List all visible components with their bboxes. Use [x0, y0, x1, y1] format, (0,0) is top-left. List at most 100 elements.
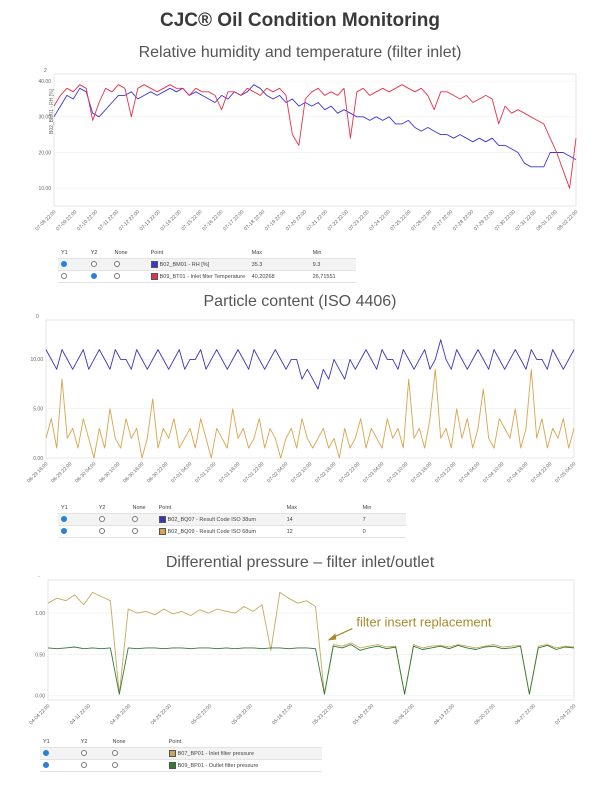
x-tick-label: 06-29 16:00 [26, 461, 49, 484]
x-tick-label: 07-27 22:00 [431, 209, 454, 232]
y2-radio[interactable] [90, 261, 97, 268]
series-swatch [168, 762, 176, 769]
series-name: B02_BM01 - RH [%] [159, 261, 210, 268]
none-radio[interactable] [132, 516, 139, 523]
legend-header-y1: Y1 [40, 736, 53, 748]
x-tick-label: 07-14 22:00 [160, 209, 183, 232]
x-tick-label: 07-02 10:00 [290, 461, 313, 484]
x-tick-label: 07-17 22:00 [222, 209, 245, 232]
x-tick-label: 07-20 22:00 [285, 209, 308, 232]
x-tick-label: 07-29 22:00 [473, 209, 496, 232]
series-max: 12 [283, 525, 360, 538]
x-tick-label: 07-02 04:00 [266, 461, 289, 484]
x-tick-label: 07-05 04:00 [554, 461, 577, 484]
x-tick-label: 06-29 22:00 [50, 461, 73, 484]
legend-header-y2: Y2 [70, 502, 109, 514]
series-line-0 [53, 84, 577, 168]
y2-radio[interactable] [98, 516, 105, 523]
legend-row: B02_BM01 - RH [%] 35.3 9.3 [58, 258, 356, 271]
y-axis-top-tick: 2 [44, 68, 47, 74]
none-radio[interactable] [112, 762, 119, 769]
legend-row: B07_BP01 - Inlet filter pressure [40, 747, 322, 760]
x-tick-label: 07-04 16:00 [506, 461, 529, 484]
y1-radio[interactable] [61, 516, 67, 523]
y-tick-label: 40.00 [38, 79, 51, 85]
series-min: 26,71551 [309, 270, 356, 283]
legend-row: B02_BQ09 - Result Code ISO 68um 12 0 [58, 525, 406, 538]
none-radio[interactable] [114, 261, 121, 268]
y1-radio[interactable] [61, 528, 67, 535]
x-tick-label: 07-04 22:00 [554, 703, 577, 726]
plot-area [45, 319, 575, 459]
y-axis-top-tick: 0 [36, 314, 39, 320]
legend-row: B09_BT01 - Inlet filter Temperature 40,2… [58, 270, 356, 283]
legend-table-pressure: Y1 Y2 None Point B07_BP01 - Inlet filter… [40, 736, 322, 772]
y-tick-label: 0.50 [35, 652, 45, 658]
x-tick-label: 07-19 22:00 [264, 209, 287, 232]
x-tick-label: 07-09 22:00 [55, 209, 78, 232]
x-tick-label: 06-06 22:00 [392, 703, 415, 726]
x-tick-label: 07-23 22:00 [347, 209, 370, 232]
x-tick-label: 04-18 22:00 [109, 703, 132, 726]
y2-radio[interactable] [98, 528, 105, 535]
x-tick-label: 07-03 16:00 [410, 461, 433, 484]
x-tick-label: 06-30 22:00 [146, 461, 169, 484]
series-max: 14 [283, 513, 360, 526]
x-tick-label: 06-20 22:00 [473, 703, 496, 726]
legend-table-particle: Y1 Y2 None Point Max Min B02_BQ07 - Resu… [58, 502, 406, 538]
plot-area [53, 73, 577, 207]
x-tick-label: 07-04 22:00 [530, 461, 553, 484]
series-line-0 [47, 591, 575, 695]
x-tick-label: 08-01 22:00 [535, 209, 558, 232]
x-tick-label: 07-11 22:00 [97, 209, 120, 232]
series-name: B02_BQ09 - Result Code ISO 68um [167, 528, 256, 535]
y2-radio[interactable] [90, 273, 97, 280]
chart-differential-pressure: - 0.00 0.50 1.00 04-04 22:00 04-11 22:00 04-18… [28, 574, 577, 726]
y1-radio[interactable] [43, 762, 49, 769]
y1-radio[interactable] [61, 273, 67, 280]
legend-header-point: Point [148, 502, 284, 514]
y1-radio[interactable] [43, 750, 49, 757]
y-tick-label: 30.00 [38, 115, 51, 121]
y1-radio[interactable] [61, 261, 67, 268]
x-tick-label: 07-21 22:00 [306, 209, 329, 232]
y-tick-label: 20.00 [38, 150, 51, 156]
x-tick-label: 07-28 22:00 [452, 209, 475, 232]
x-tick-label: 07-03 10:00 [386, 461, 409, 484]
y2-radio[interactable] [80, 762, 87, 769]
legend-header-y1: Y1 [58, 247, 71, 259]
x-tick-label: 07-24 22:00 [368, 209, 391, 232]
x-tick-label: 04-11 22:00 [69, 703, 92, 726]
legend-header-point: Point [128, 736, 322, 748]
y-tick-label: 5.00 [33, 407, 43, 413]
legend-header-max: Max [283, 502, 360, 514]
chart-title-particle: Particle content (ISO 4406) [203, 293, 397, 310]
y-tick-label: 10.00 [38, 186, 51, 192]
series-min: 0 [359, 525, 406, 538]
series-name: B09_BT01 - Inlet filter Temperature [159, 273, 246, 280]
annotation-arrowhead [327, 633, 337, 641]
legend-row: B02_BQ07 - Result Code ISO 38um 14 7 [58, 513, 406, 526]
x-tick-label: 08-02 22:00 [556, 209, 579, 232]
series-min: 7 [359, 513, 406, 526]
x-tick-label: 07-01 10:00 [194, 461, 217, 484]
x-tick-label: 07-30 22:00 [494, 209, 517, 232]
legend-header-min: Min [309, 247, 356, 259]
x-tick-label: 07-26 22:00 [410, 209, 433, 232]
none-radio[interactable] [112, 750, 119, 757]
x-tick-label: 04-25 22:00 [150, 703, 173, 726]
series-line-1 [53, 84, 577, 189]
none-radio[interactable] [132, 528, 139, 535]
series-name: B07_BP01 - Inlet filter pressure [177, 750, 255, 757]
page-title: CJC® Oil Condition Monitoring [160, 10, 440, 31]
series-swatch [158, 516, 166, 523]
series-name: B02_BQ07 - Result Code ISO 38um [167, 516, 256, 523]
legend-header-min: Min [359, 502, 406, 514]
legend-header-y1: Y1 [58, 502, 71, 514]
y2-radio[interactable] [80, 750, 87, 757]
x-tick-label: 07-01 22:00 [242, 461, 265, 484]
legend-header-y2: Y2 [70, 247, 101, 259]
none-radio[interactable] [114, 273, 121, 280]
chart-humidity-temperature: 2 10.00 20.00 30.00 40.00 B02_BM01 - RH [%] 07… [34, 68, 579, 232]
